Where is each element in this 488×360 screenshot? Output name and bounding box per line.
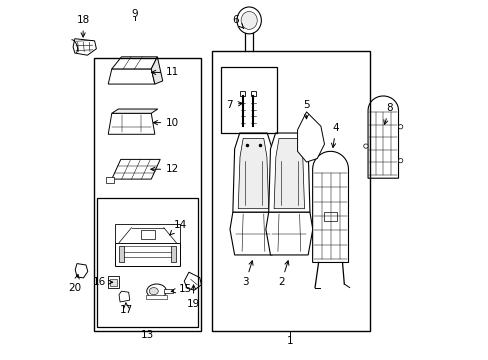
Bar [94,58,201,330]
Text: 19: 19 [186,285,200,309]
Polygon shape [238,138,268,209]
Bar [115,243,180,266]
Bar [212,51,369,330]
Polygon shape [367,96,398,178]
Text: 7: 7 [226,100,242,110]
Polygon shape [151,57,163,84]
Text: 16: 16 [92,277,112,287]
Bar [140,230,155,239]
Ellipse shape [149,288,158,295]
Polygon shape [108,113,155,134]
Bar [106,177,114,183]
Bar [240,91,244,96]
Text: 18: 18 [76,15,90,37]
Polygon shape [297,112,324,162]
Polygon shape [184,272,201,290]
Text: 17: 17 [119,305,133,315]
Polygon shape [73,39,96,55]
Text: 12: 12 [150,164,179,174]
Text: 8: 8 [383,103,392,124]
Ellipse shape [146,284,166,298]
Polygon shape [274,138,304,209]
Bar [324,212,336,221]
Bar [221,67,276,134]
Text: 6: 6 [232,15,244,29]
Text: 10: 10 [153,118,179,128]
Text: 13: 13 [141,330,154,340]
Circle shape [363,144,367,148]
Polygon shape [119,291,129,302]
Bar [250,91,255,96]
Polygon shape [229,212,276,255]
Ellipse shape [237,7,261,34]
Polygon shape [108,69,155,84]
Text: 14: 14 [169,220,186,235]
Text: 2: 2 [278,261,288,287]
Text: 4: 4 [331,123,339,148]
Polygon shape [265,212,312,255]
Polygon shape [112,159,160,179]
Polygon shape [232,133,274,212]
Bar [119,246,124,262]
Circle shape [398,158,402,163]
Bar [115,224,180,243]
Circle shape [398,125,402,129]
Text: 1: 1 [286,336,293,346]
Text: 5: 5 [302,100,309,119]
Text: 3: 3 [242,261,252,287]
Polygon shape [75,264,88,278]
Polygon shape [112,57,157,69]
Polygon shape [312,151,348,262]
Bar [163,289,172,293]
Bar [108,276,119,288]
Bar [171,246,176,262]
Bar [110,279,117,286]
Polygon shape [268,133,309,212]
Text: 20: 20 [68,275,81,293]
Ellipse shape [241,12,257,30]
Polygon shape [112,109,158,113]
Text: 11: 11 [151,67,179,77]
Bar [145,296,167,299]
Text: 15: 15 [171,284,192,294]
Bar [97,198,198,327]
Text: 9: 9 [132,9,138,19]
